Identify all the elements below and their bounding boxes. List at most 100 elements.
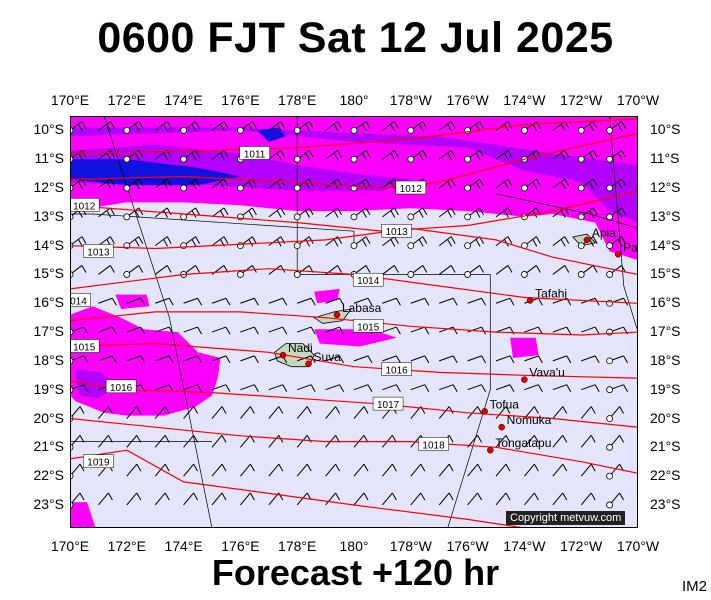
wind-barb <box>126 492 142 506</box>
wind-barb <box>410 326 430 335</box>
wind-barb <box>410 463 426 477</box>
wind-barb <box>350 149 371 163</box>
wind-barb <box>577 207 598 221</box>
weather-map: 1011 1012 1012 1013 1013 1014 1014 1015 1015 1016… <box>70 116 638 528</box>
wind-barb <box>495 178 513 189</box>
wind-barb <box>211 406 227 419</box>
wind-barb <box>98 326 117 335</box>
wind-barb <box>467 326 487 335</box>
place-label: Apia <box>592 226 616 240</box>
svg-text:1011: 1011 <box>244 149 266 160</box>
wind-barbs-layer <box>70 121 629 509</box>
isobar-line <box>70 227 638 276</box>
wind-barb <box>382 463 397 477</box>
wind-barb <box>438 149 456 161</box>
place-label: Vava'u <box>529 366 564 380</box>
wind-barb <box>236 178 257 192</box>
wind-barb <box>236 121 257 134</box>
svg-text:1014: 1014 <box>357 276 380 287</box>
top-longitude-label: 172°E <box>107 92 146 108</box>
wind-barb <box>467 492 483 506</box>
wind-barb <box>382 207 399 218</box>
wind-barb <box>464 236 485 250</box>
right-latitude-label: 22°S <box>650 467 681 484</box>
wind-barb <box>464 265 485 278</box>
boundary-line <box>70 213 355 243</box>
wind-barb <box>382 121 399 132</box>
wind-barb <box>98 355 117 364</box>
wind-barb <box>240 326 259 335</box>
wind-barb <box>98 297 117 306</box>
right-latitude-label: 21°S <box>650 438 681 455</box>
bottom-longitude-label: 170°W <box>616 538 660 554</box>
wind-barb <box>495 121 513 132</box>
left-latitude-label: 11°S <box>34 150 64 167</box>
wind-barb <box>123 236 144 250</box>
isobar-line <box>70 118 638 155</box>
wind-barb <box>293 207 314 221</box>
wind-barb <box>467 406 483 419</box>
wind-barb <box>155 326 174 335</box>
wind-barb <box>353 463 369 477</box>
place-marker: Pago Pago <box>614 240 638 258</box>
wind-barb <box>183 297 203 306</box>
right-latitude-label: 12°S <box>650 179 681 196</box>
place-label: Tofua <box>490 397 520 411</box>
isobar-label: 1016 <box>105 379 137 394</box>
wind-barb <box>268 149 286 161</box>
boundary-line <box>495 193 638 229</box>
bottom-longitude-label: 176°W <box>446 538 489 554</box>
wind-barb <box>154 236 172 247</box>
wind-barb <box>464 149 485 163</box>
wind-barb <box>438 207 456 218</box>
wind-barb <box>268 463 284 477</box>
wind-barb <box>353 384 373 392</box>
wind-barb <box>580 463 596 477</box>
wind-barb <box>606 492 625 509</box>
wind-barb <box>297 297 316 306</box>
wind-barb <box>183 435 199 448</box>
wind-barb <box>382 297 401 306</box>
isobar-label: 1019 <box>83 454 114 469</box>
left-latitude-label: 22°S <box>33 467 64 484</box>
wind-barb <box>438 463 454 477</box>
wind-barb <box>467 297 487 306</box>
svg-text:1016: 1016 <box>385 366 408 377</box>
wind-barb <box>126 406 142 419</box>
left-latitude-label: 17°S <box>33 323 64 340</box>
wind-barb <box>495 149 513 161</box>
wind-barb <box>240 406 255 419</box>
left-latitude-label: 21°S <box>33 438 64 455</box>
wind-barb <box>123 207 144 221</box>
wind-barb <box>211 492 227 506</box>
wind-barb <box>325 355 345 364</box>
place-marker: Nadi <box>279 341 313 359</box>
isobar-label: 1016 <box>381 362 412 377</box>
wind-barb <box>154 435 170 448</box>
wind-barb <box>606 355 629 365</box>
wind-barb <box>410 297 430 306</box>
isobar-label: 1012 <box>395 180 427 195</box>
wind-barb <box>155 297 174 306</box>
wind-barb <box>552 355 572 364</box>
wind-barb <box>495 265 513 275</box>
right-latitude-label: 23°S <box>650 495 681 512</box>
right-latitude-label: 19°S <box>650 380 681 397</box>
wind-barb <box>123 265 144 278</box>
wind-barb <box>495 355 515 364</box>
wind-barb <box>382 355 401 364</box>
boundary-line <box>609 116 638 333</box>
rain-blob-tonga <box>510 337 539 358</box>
wind-barb <box>293 236 314 250</box>
wind-barb <box>211 178 229 189</box>
svg-text:1013: 1013 <box>87 247 110 258</box>
wind-barb <box>183 492 199 506</box>
wind-barb <box>211 149 229 161</box>
wind-barb <box>606 236 627 250</box>
wind-barb <box>606 178 627 192</box>
rain-blob-fiji <box>314 329 397 347</box>
wind-barb <box>98 406 113 419</box>
place-marker: Tafahi <box>526 286 567 304</box>
wind-barb <box>126 355 146 364</box>
